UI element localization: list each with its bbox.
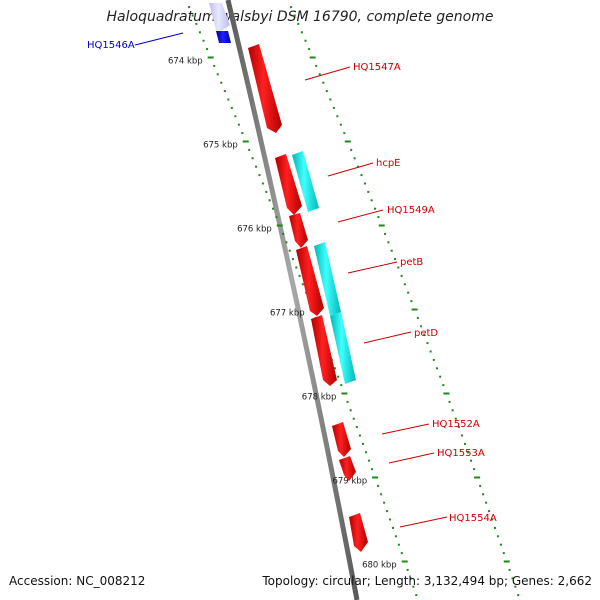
gene-hq1550a[interactable] [296, 246, 324, 316]
gene-hq1551a[interactable] [311, 315, 337, 386]
gene-label-hq1552a[interactable]: HQ1552A [432, 419, 480, 430]
kbp-label: 675 kbp [203, 141, 238, 151]
gene-hq1546a[interactable] [209, 3, 231, 43]
gene-hq1552a[interactable] [332, 422, 351, 457]
gene-hq1548a[interactable] [275, 154, 302, 215]
gene-label-hcpe[interactable]: hcpE [376, 158, 401, 169]
outer-scale-ticks [290, 6, 520, 597]
genome-title: Haloquadratum walsbyi DSM 16790, complet… [106, 9, 494, 25]
kbp-scale-labels: 674 kbp 675 kbp 676 kbp 677 kbp 678 kbp 679 k… [168, 57, 397, 571]
gene-hq1554a[interactable] [349, 513, 368, 552]
gene-hq1549a[interactable] [289, 213, 308, 248]
gene-hq1553a[interactable] [339, 456, 356, 481]
gene-petb[interactable] [314, 242, 341, 316]
gene-label-hq1553a[interactable]: HQ1553A [437, 448, 485, 459]
kbp-label: 679 kbp [332, 477, 367, 487]
gene-label-hq1554a[interactable]: HQ1554A [449, 513, 497, 524]
gene-label-petb[interactable]: petB [400, 257, 423, 268]
gene-hcpe[interactable] [292, 151, 319, 212]
kbp-label: 677 kbp [270, 309, 305, 319]
gene-label-petd[interactable]: petD [414, 328, 438, 339]
gene-petd[interactable] [330, 312, 356, 384]
label-leader-lines [134, 32, 448, 528]
genome-backbone [225, 0, 360, 600]
kbp-label: 674 kbp [168, 57, 203, 67]
kbp-label: 676 kbp [237, 225, 272, 235]
gene-label-hq1547a[interactable]: HQ1547A [353, 62, 401, 73]
kbp-label: 678 kbp [302, 393, 337, 403]
gene-label-hq1549a[interactable]: HQ1549A [387, 205, 435, 216]
inner-scale-ticks [188, 6, 418, 597]
gene-label-hq1546a[interactable]: HQ1546A [87, 40, 135, 51]
kbp-label: 680 kbp [362, 561, 397, 571]
gene-hq1547a[interactable] [248, 44, 282, 133]
accession-text: Accession: NC_008212 [9, 574, 146, 588]
topology-text: Topology: circular; Length: 3,132,494 bp… [262, 574, 592, 588]
